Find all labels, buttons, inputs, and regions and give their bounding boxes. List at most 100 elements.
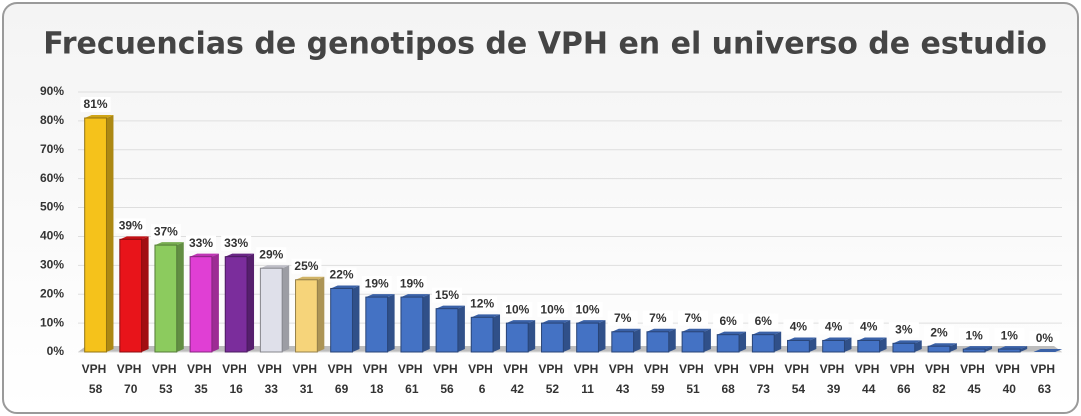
bar-top [682,328,711,332]
value-label-bg [748,313,779,329]
value-label-bg [994,328,1025,344]
bar-top [154,242,184,246]
bar-side [422,294,430,352]
bar-side [703,328,711,352]
x-tick-label: VPH 16 [222,362,250,396]
value-label: 6% [755,314,773,328]
bar-top [822,337,852,341]
x-tick-label: VPH 54 [784,362,812,396]
bar [224,256,248,353]
value-label-bg [326,267,357,283]
value-label: 33% [189,236,213,250]
bar-top [576,320,606,324]
value-label-bg [783,319,814,335]
bar-top [646,328,676,332]
bar-side [985,346,993,352]
bar-side [809,337,817,352]
value-label: 7% [614,311,632,325]
value-label-bg [186,235,216,251]
bar [505,322,529,353]
value-label-bg [396,276,427,292]
x-tick-label: VPH 45 [960,362,988,396]
bar [470,316,494,353]
x-tick-label: VPH 40 [995,362,1023,396]
bar-side [844,337,852,352]
bar-top [928,343,957,347]
y-tick-label: 30% [40,258,64,272]
bar-top [471,314,501,318]
bar [365,296,389,353]
bar-side [633,328,641,352]
bar-top [611,328,641,332]
bar-top [857,337,887,341]
bar [716,334,740,353]
bar-top [892,340,922,344]
value-label: 7% [649,311,667,325]
value-label-bg [853,319,884,335]
bar [997,348,1021,353]
x-tick-label: VPH 51 [679,362,707,396]
bar-top [260,265,290,269]
value-label: 1% [965,328,983,342]
x-tick-label: VPH 73 [749,362,777,396]
bar-top [963,346,993,350]
bar-side [739,331,747,352]
bar [400,296,424,353]
x-tick-label: VPH 18 [363,362,391,396]
x-tick-label: VPH 11 [574,362,602,396]
x-tick-label: VPH 35 [187,362,215,396]
y-tick-label: 20% [40,286,64,300]
bar-top [752,331,782,335]
x-tick-label: VPH 58 [82,362,110,396]
value-label-bg [291,258,322,274]
y-tick-label: 80% [40,113,64,127]
bar [259,267,283,353]
bar [927,345,951,353]
value-label-bg [607,310,638,326]
bar [330,287,353,353]
value-label-bg [642,310,673,326]
value-label: 19% [365,276,389,290]
bar-side [563,320,571,352]
y-tick-label: 0% [47,344,65,358]
value-label: 15% [435,288,459,302]
bar [751,334,775,353]
value-label: 4% [790,320,808,334]
bar [119,238,143,353]
bar [646,331,670,353]
bar-side [352,285,360,352]
bar-side [282,265,290,352]
value-label: 81% [84,97,108,111]
bar-top [225,253,255,257]
x-tick-label: VPH 31 [292,362,320,396]
bar [541,322,564,353]
value-label-bg [713,313,744,329]
x-tick-label: VPH 53 [152,362,180,396]
x-tick-label: VPH 42 [503,362,531,396]
value-label: 4% [825,320,843,334]
value-label: 0% [1036,331,1054,345]
x-tick-label: VPH 43 [609,362,637,396]
value-label: 2% [930,325,948,339]
bar-side [668,328,676,352]
bar-top [365,294,395,298]
value-label-bg [572,302,603,318]
value-label-bg [924,325,954,341]
x-tick-label: VPH 33 [257,362,285,396]
value-label-bg [888,322,919,338]
bar-top [717,331,747,335]
x-tick-label: VPH 63 [1030,362,1058,396]
bar-top [400,294,430,298]
y-tick-label: 10% [40,315,64,329]
bar [435,308,459,353]
y-tick-label: 60% [40,171,64,185]
bar-side [914,340,922,352]
y-tick-label: 70% [40,142,64,156]
y-tick-label: 40% [40,229,64,243]
x-tick-label: VPH 61 [398,362,426,396]
bar-side [211,253,219,352]
value-label: 19% [400,276,424,290]
bar [962,348,986,353]
value-label: 25% [294,259,318,273]
